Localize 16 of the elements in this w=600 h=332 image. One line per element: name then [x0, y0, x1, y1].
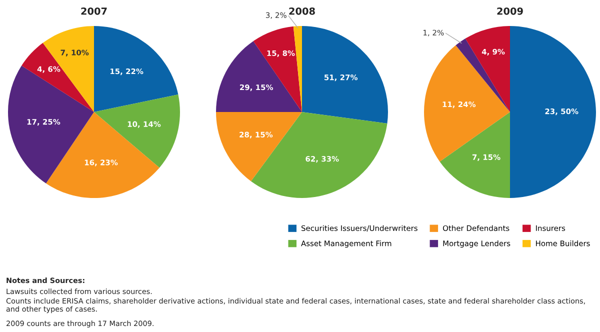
pie-slice [440, 112, 510, 198]
pie-slice [302, 26, 388, 124]
pie-slice [216, 112, 302, 182]
chart-title: 2008 [289, 7, 315, 15]
pie-slice [250, 112, 388, 198]
chart-title: 2009 [497, 7, 523, 15]
pie-slice [22, 42, 94, 112]
pie-slice [216, 41, 302, 112]
pie-slice [456, 38, 510, 112]
pie-slice [293, 26, 302, 112]
chart-title: 2007 [81, 7, 107, 15]
pie-slice [510, 26, 596, 198]
pie-slice [424, 45, 510, 162]
pie-slice [253, 26, 302, 112]
pie-slice [42, 26, 94, 112]
pie-slice [94, 26, 178, 112]
